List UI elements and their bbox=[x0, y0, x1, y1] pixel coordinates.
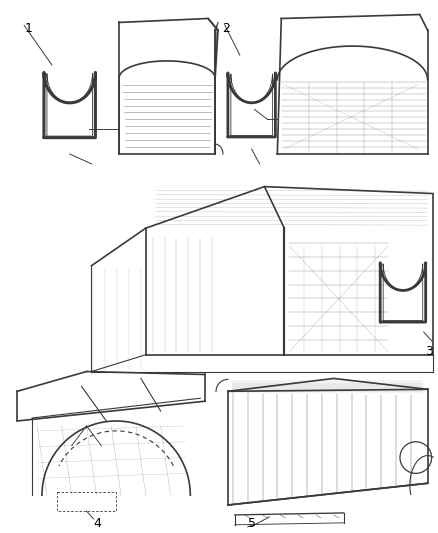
Text: 5: 5 bbox=[247, 517, 256, 530]
Text: 3: 3 bbox=[425, 345, 433, 358]
Text: 2: 2 bbox=[222, 22, 230, 36]
Text: 1: 1 bbox=[24, 22, 32, 36]
Text: 4: 4 bbox=[93, 517, 101, 530]
